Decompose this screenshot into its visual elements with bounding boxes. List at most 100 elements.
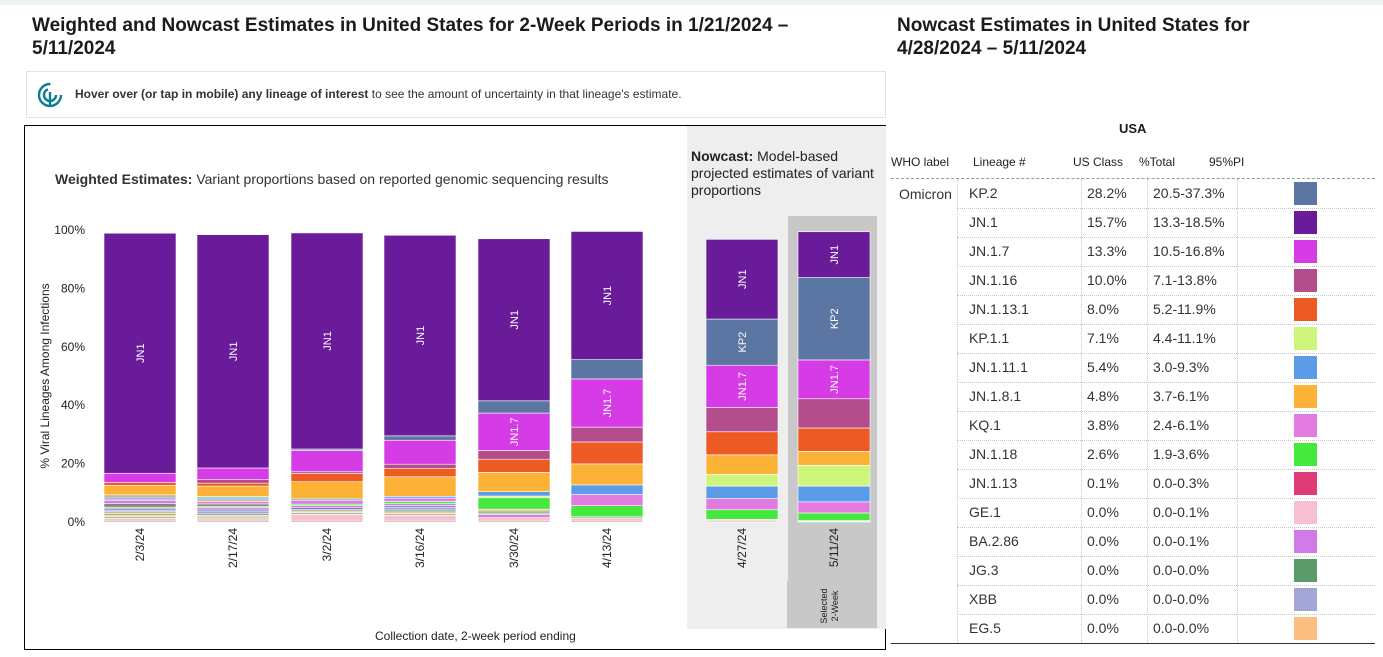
bar-segment[interactable] [570,505,644,518]
bar-segment[interactable] [196,510,270,515]
bar-segment[interactable] [196,503,270,507]
table-row[interactable]: EG.5 0.0% 0.0-0.0% [891,614,1375,643]
bar-segment[interactable] [477,514,551,518]
segment-label: JN1 [135,343,147,363]
bar-segment[interactable] [570,463,644,486]
bar-segment[interactable] [570,484,644,495]
bar-segment[interactable] [477,491,551,497]
bar-segment[interactable] [383,435,457,441]
bar-segment[interactable] [705,454,779,475]
bar-segment[interactable] [290,514,364,521]
bar-segment[interactable] [383,501,457,504]
selected-tag-text: Selected [819,588,829,623]
bar-segment[interactable] [383,467,457,478]
bar-segment[interactable] [797,465,871,487]
bar-segment[interactable] [705,498,779,511]
bar-segment[interactable] [196,485,270,497]
lineage-cell: KQ.1 [969,417,1001,433]
bar-segment[interactable] [477,458,551,473]
bar-segment[interactable] [477,517,551,521]
bar-segment[interactable] [705,364,779,408]
color-swatch [1294,182,1317,205]
bar-segment[interactable] [290,481,364,500]
table-row[interactable]: BA.2.86 0.0% 0.0-0.1% [891,527,1375,556]
table-row[interactable]: KP.2 28.2% 20.5-37.3% [891,179,1375,208]
total-cell: 2.6% [1087,446,1119,462]
bar-segment[interactable] [383,476,457,497]
bar-segment[interactable] [103,485,177,496]
table-row[interactable]: JN.1.11.1 5.4% 3.0-9.3% [891,353,1375,382]
bar-segment[interactable] [570,231,644,360]
bar-segment[interactable] [196,479,270,484]
bar-segment[interactable] [797,398,871,429]
bar-segment[interactable] [705,239,779,320]
bar-segment[interactable] [570,378,644,428]
bar-segment[interactable] [103,494,177,498]
bar-segment[interactable] [705,431,779,456]
bar-segment[interactable] [797,277,871,361]
bar-segment[interactable] [797,451,871,466]
bar-segment[interactable] [797,485,871,503]
bar-segment[interactable] [103,503,177,508]
bar-segment[interactable] [103,482,177,486]
table-row[interactable]: JN.1.13.1 8.0% 5.2-11.9% [891,295,1375,324]
bar-segment[interactable] [196,482,270,487]
bar-segment[interactable] [797,512,871,521]
bar-segment[interactable] [103,232,177,474]
bar-segment[interactable] [477,238,551,402]
table-row[interactable]: JN.1.7 13.3% 10.5-16.8% [891,237,1375,266]
bar-segment[interactable] [705,485,779,499]
bar-segment[interactable] [103,472,177,483]
bar-segment[interactable] [797,231,871,278]
bar-segment[interactable] [797,427,871,452]
bar-segment[interactable] [383,514,457,521]
bar-segment[interactable] [705,407,779,433]
bar-segment[interactable] [477,412,551,451]
bar-segment[interactable] [477,400,551,414]
bar-segment[interactable] [570,517,644,521]
bar-segment[interactable] [477,472,551,492]
color-swatch [1294,240,1317,263]
table-row[interactable]: XBB 0.0% 0.0-0.0% [891,585,1375,614]
table-row[interactable]: JN.1.18 2.6% 1.9-3.6% [891,440,1375,469]
bar-segment[interactable] [196,501,270,505]
bar-segment[interactable] [383,234,457,437]
table-row[interactable]: KP.1.1 7.1% 4.4-11.1% [891,324,1375,353]
bar-segment[interactable] [477,508,551,512]
bar-segment[interactable] [290,505,364,508]
lineage-cell: JN.1 [969,214,998,230]
table-row[interactable]: JN.1.16 10.0% 7.1-13.8% [891,266,1375,295]
total-cell: 7.1% [1087,330,1119,346]
table-row[interactable]: JN.1 15.7% 13.3-18.5% [891,208,1375,237]
table-row[interactable]: GE.1 0.0% 0.0-0.1% [891,498,1375,527]
bar-segment[interactable] [570,494,644,506]
bar-segment[interactable] [196,234,270,469]
bar-segment[interactable] [797,359,871,400]
color-swatch [1294,298,1317,321]
bar-segment[interactable] [290,450,364,473]
segment-label: JN1.7 [509,417,521,446]
bar-segment[interactable] [103,500,177,504]
bar-segment[interactable] [196,467,270,480]
bar-segment[interactable] [797,501,871,514]
bar-segment[interactable] [570,441,644,465]
bar-segment[interactable] [383,506,457,511]
bar-segment[interactable] [290,232,364,450]
bar-segment[interactable] [570,359,644,380]
bar-segment[interactable] [477,450,551,460]
bar-segment[interactable] [290,500,364,505]
bar-segment[interactable] [290,473,364,483]
table-row[interactable]: JN.1.13 0.1% 0.0-0.3% [891,469,1375,498]
bar-segment[interactable] [477,497,551,510]
bar-segment[interactable] [705,474,779,487]
table-row[interactable]: JN.1.8.1 4.8% 3.7-6.1% [891,382,1375,411]
bar-segment[interactable] [705,509,779,520]
bar-segment[interactable] [383,497,457,502]
bar-segment[interactable] [383,463,457,469]
table-row[interactable]: JG.3 0.0% 0.0-0.0% [891,556,1375,585]
selected-two-week-tag[interactable] [787,581,877,628]
bar-segment[interactable] [383,439,457,465]
bar-segment[interactable] [570,426,644,443]
y-tick-label: 100% [54,223,85,237]
table-row[interactable]: KQ.1 3.8% 2.4-6.1% [891,411,1375,440]
